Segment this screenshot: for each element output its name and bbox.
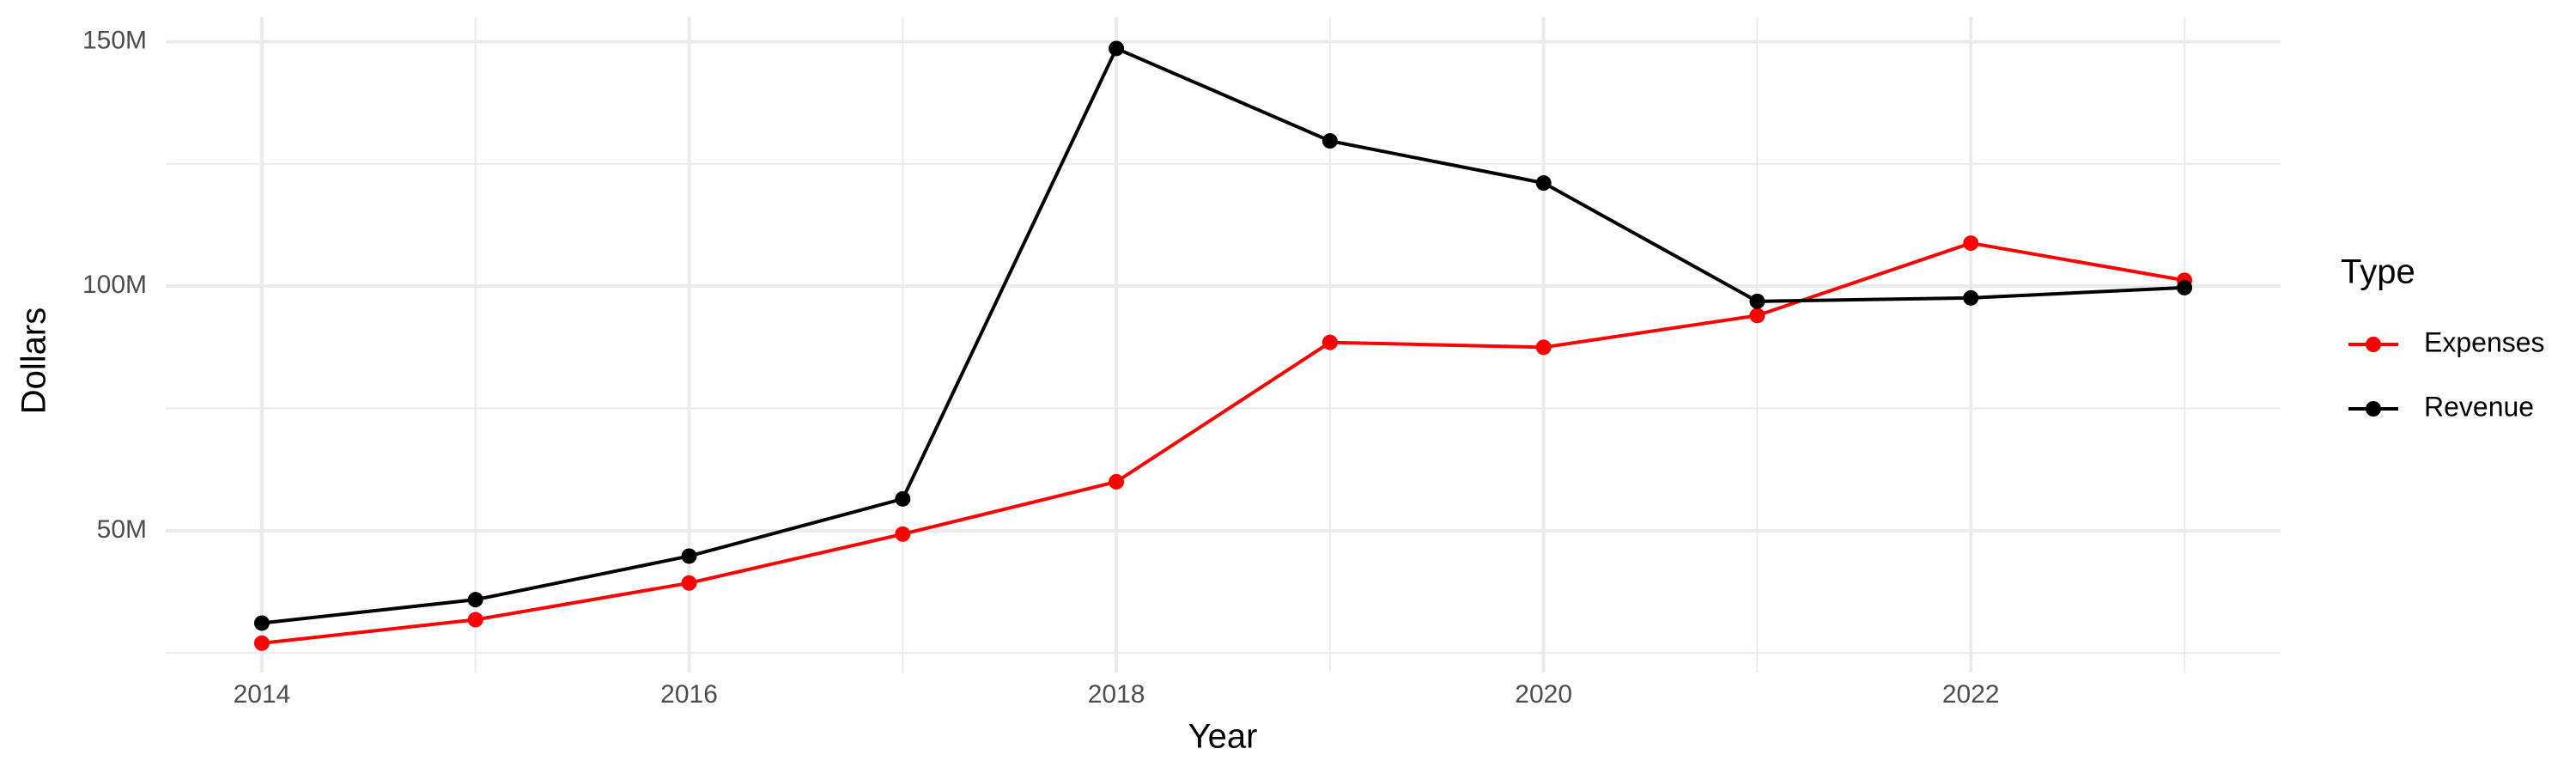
data-point — [1109, 473, 1125, 490]
x-tick-label: 2022 — [1942, 680, 2000, 709]
data-point — [1749, 307, 1765, 324]
x-axis-title: Year — [1188, 718, 1258, 756]
series-line — [261, 46, 2185, 625]
y-axis-title: Dollars — [15, 307, 53, 414]
legend-label: Expenses — [2424, 326, 2545, 357]
data-point — [1535, 339, 1552, 356]
data-point — [1321, 133, 1338, 149]
x-tick-label: 2014 — [234, 680, 291, 709]
data-point — [1963, 235, 1979, 252]
data-point — [681, 575, 697, 591]
data-point — [1321, 334, 1338, 350]
data-point — [1963, 289, 1979, 306]
data-point — [681, 548, 697, 564]
y-tick-label: 100M — [82, 271, 147, 299]
grid — [166, 17, 2281, 673]
data-point — [467, 592, 483, 608]
data-point — [1749, 293, 1765, 309]
y-tick-label: 150M — [82, 26, 147, 54]
series-line — [261, 241, 2185, 645]
x-tick-label: 2020 — [1515, 680, 1572, 709]
legend-key-point — [2366, 337, 2381, 352]
legend-title: Type — [2341, 253, 2415, 291]
data-point — [2177, 279, 2193, 295]
y-tick-label: 50M — [97, 515, 147, 544]
legend-label: Revenue — [2424, 391, 2534, 422]
legend-key-point — [2366, 401, 2381, 417]
x-tick-label: 2018 — [1088, 680, 1145, 709]
data-point — [467, 612, 483, 628]
data-point — [253, 635, 270, 651]
data-point — [253, 615, 270, 631]
data-point — [1109, 40, 1125, 57]
x-tick-label: 2016 — [660, 680, 718, 709]
data-point — [1535, 175, 1552, 192]
data-point — [895, 526, 911, 542]
data-point — [895, 490, 911, 507]
